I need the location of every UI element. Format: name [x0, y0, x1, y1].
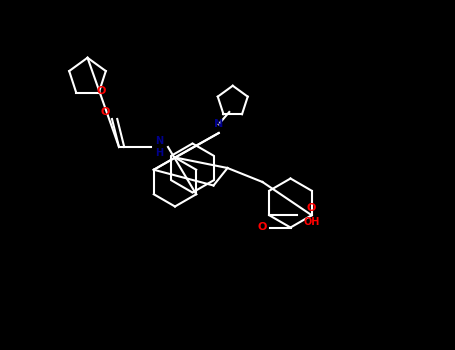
Text: O: O [97, 86, 106, 96]
Text: N
H: N H [155, 136, 163, 158]
Text: O: O [258, 223, 267, 232]
Text: OH: OH [303, 217, 319, 227]
Text: N: N [214, 119, 223, 129]
Text: O: O [307, 203, 316, 213]
Text: O: O [100, 107, 110, 117]
